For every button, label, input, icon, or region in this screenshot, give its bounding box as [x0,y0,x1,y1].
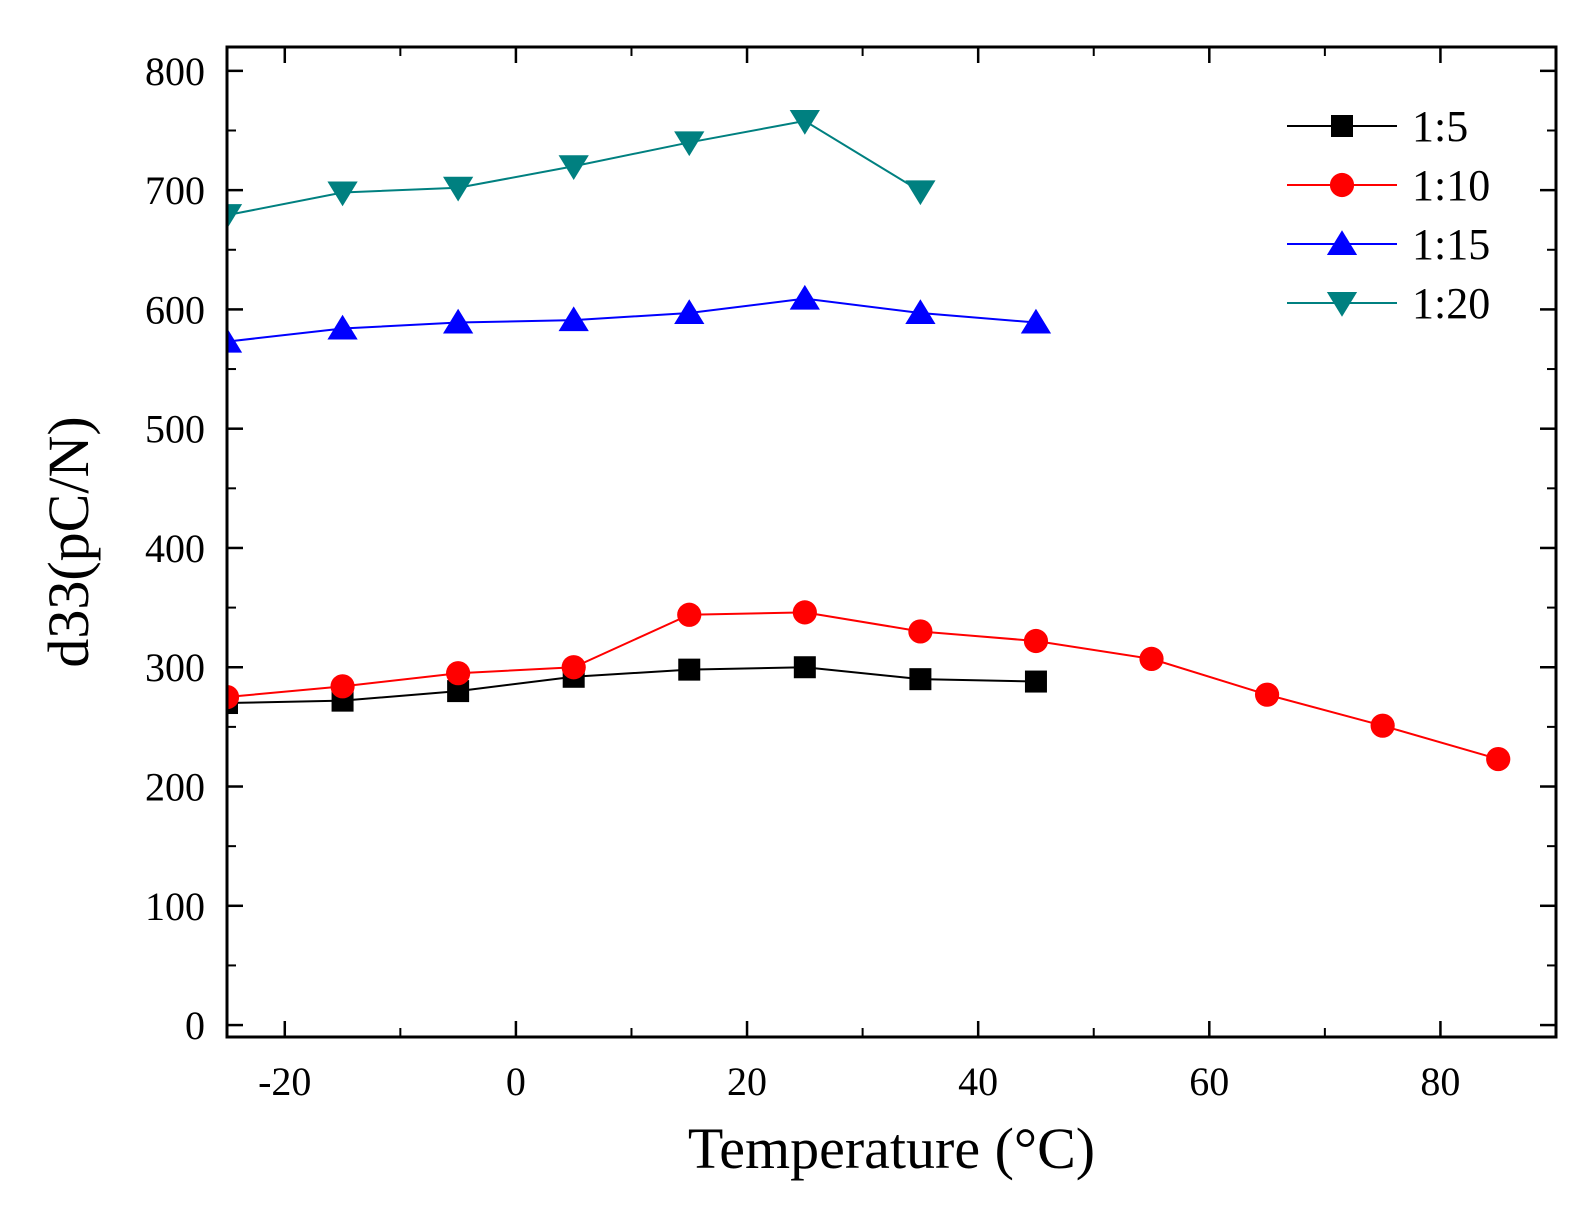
data-point-1-5-5 [793,656,816,679]
data-point-1-15-0 [227,327,243,353]
y-tick-label: 700 [145,168,205,213]
data-point-1-15-7 [1020,308,1052,334]
plot-layer [227,109,1511,772]
y-tick-label: 0 [185,1003,205,1048]
legend-marker-1-15 [1326,230,1358,255]
y-axis-title: d33(pC/N) [36,416,101,667]
x-tick-label: 40 [958,1059,998,1104]
data-point-1-10-4 [677,602,702,627]
series-line-1-10 [227,611,1499,761]
x-tick-label: 80 [1420,1059,1460,1104]
data-point-1-5-2 [447,680,470,703]
x-tick-label: 0 [506,1059,526,1104]
x-tick-label: 60 [1189,1059,1229,1104]
data-point-1-20-5 [789,109,820,135]
series-line-1-5 [227,666,1036,705]
legend-label-1-20: 1:20 [1412,279,1490,328]
data-point-1-15-1 [327,314,358,340]
data-point-1-20-1 [327,181,358,207]
y-tick-label: 200 [145,765,205,810]
legend-marker-1-5 [1331,115,1353,137]
data-point-1-15-4 [674,299,705,324]
data-point-1-10-2 [446,661,471,686]
data-point-1-20-0 [227,204,243,229]
y-tick-label: 600 [145,287,205,332]
data-point-1-10-5 [792,600,817,625]
data-point-1-15-6 [905,299,936,324]
data-point-1-15-5 [789,284,820,310]
y-tick-label: 500 [145,407,205,452]
data-point-1-15-3 [558,306,589,332]
data-point-1-10-9 [1254,682,1280,707]
series-group [227,109,1511,772]
data-point-1-10-11 [1486,746,1511,772]
data-point-1-10-3 [561,655,586,680]
data-point-1-10-8 [1139,646,1164,671]
data-point-1-10-10 [1370,713,1395,738]
legend-label-1-5: 1:5 [1412,102,1468,151]
data-point-1-20-6 [905,180,936,206]
y-tick-label: 800 [145,49,205,94]
data-point-1-5-7 [1024,670,1047,693]
x-tick-label: -20 [258,1059,311,1104]
data-point-1-10-0 [227,684,240,710]
data-point-1-10-7 [1023,628,1049,654]
data-point-1-20-3 [558,155,589,181]
legend-marker-1-20 [1326,292,1358,317]
legend-marker-1-10 [1329,172,1355,198]
data-point-1-15-2 [443,308,474,334]
y-tick-label: 300 [145,645,205,690]
data-point-1-5-4 [678,658,701,681]
data-point-1-10-1 [330,674,355,699]
plot-frame [225,45,1558,1039]
legend-label-1-15: 1:15 [1412,220,1490,269]
x-tick-label: 20 [727,1059,767,1104]
series-line-1-15 [227,297,1037,343]
data-point-1-10-6 [908,619,933,644]
legend-label-1-10: 1:10 [1412,161,1490,210]
data-point-1-20-4 [674,131,705,157]
data-point-1-20-2 [443,176,474,202]
data-point-1-5-6 [909,668,932,691]
x-axis-title: Temperature (°C) [688,1116,1095,1181]
y-tick-label: 400 [145,526,205,571]
legend: 1:5 1:10 1:15 1:20 [1287,102,1490,328]
y-tick-label: 100 [145,884,205,929]
